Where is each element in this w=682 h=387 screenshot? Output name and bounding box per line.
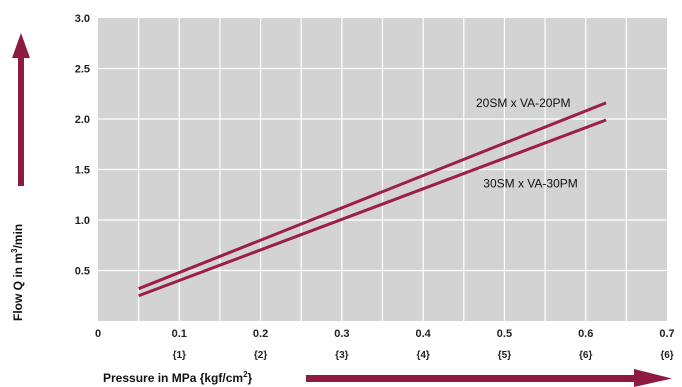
x-axis-title-sup: 2 [243,370,248,379]
y-tick-label: 0.5 [75,266,90,278]
x-axis-title-main: Pressure in MPa {kgf/cm [103,371,243,385]
x-axis-title-end: } [248,371,253,385]
y-axis-title-main: Flow Q in m [11,253,25,321]
y-tick-label: 1.0 [75,215,90,227]
y-tick-label: 3.0 [75,13,90,25]
y-axis-title-end: /min [11,224,25,249]
grid-lines [98,18,667,321]
x-tick-label: 0.5 [497,328,512,340]
x-tick-label: 0.3 [334,328,349,340]
x-tick-label: 0.2 [253,328,268,340]
y-tick-label: 2.0 [75,114,90,126]
x-tick-label: 0.7 [659,328,674,340]
y-tick-label: 2.5 [75,64,90,76]
x-tick-label: 0.4 [415,328,431,340]
x-tick-label: 0.6 [578,328,593,340]
x-tick-sublabel: {6} [660,350,673,361]
y-axis-title-sup: 3 [10,248,19,253]
series-line-0 [138,101,607,291]
x-tick-label: 0.1 [172,328,187,340]
y-tick-label: 1.5 [75,165,90,177]
x-tick-sublabel: {3} [335,350,348,361]
series-line-1 [138,118,607,298]
x-tick-sublabel: {2} [254,350,267,361]
x-tick-sublabel: {6} [579,350,592,361]
series-label-30sm: 30SM x VA-30PM [483,177,577,191]
y-axis-title: Flow Q in m3/min [10,224,25,321]
x-tick-sublabel: {1} [173,350,186,361]
x-axis-ticks: 0 0.1 {1} 0.2 {2} 0.3 {3} 0.4 {4} 0.5 {5} 0.6 {6} 0.7… [95,328,675,361]
x-axis-arrow-icon [306,369,672,387]
series-label-20sm: 20SM x VA-20PM [476,96,570,110]
series-lines [138,101,607,298]
x-tick-sublabel: {4} [416,350,429,361]
y-axis-arrow-icon [12,33,30,186]
y-axis-ticks: 0.5 1.0 1.5 2.0 2.5 3.0 [75,13,90,278]
x-axis-title: Pressure in MPa {kgf/cm2} [103,370,253,385]
x-tick-label: 0 [95,328,101,340]
x-tick-sublabel: {5} [498,350,511,361]
